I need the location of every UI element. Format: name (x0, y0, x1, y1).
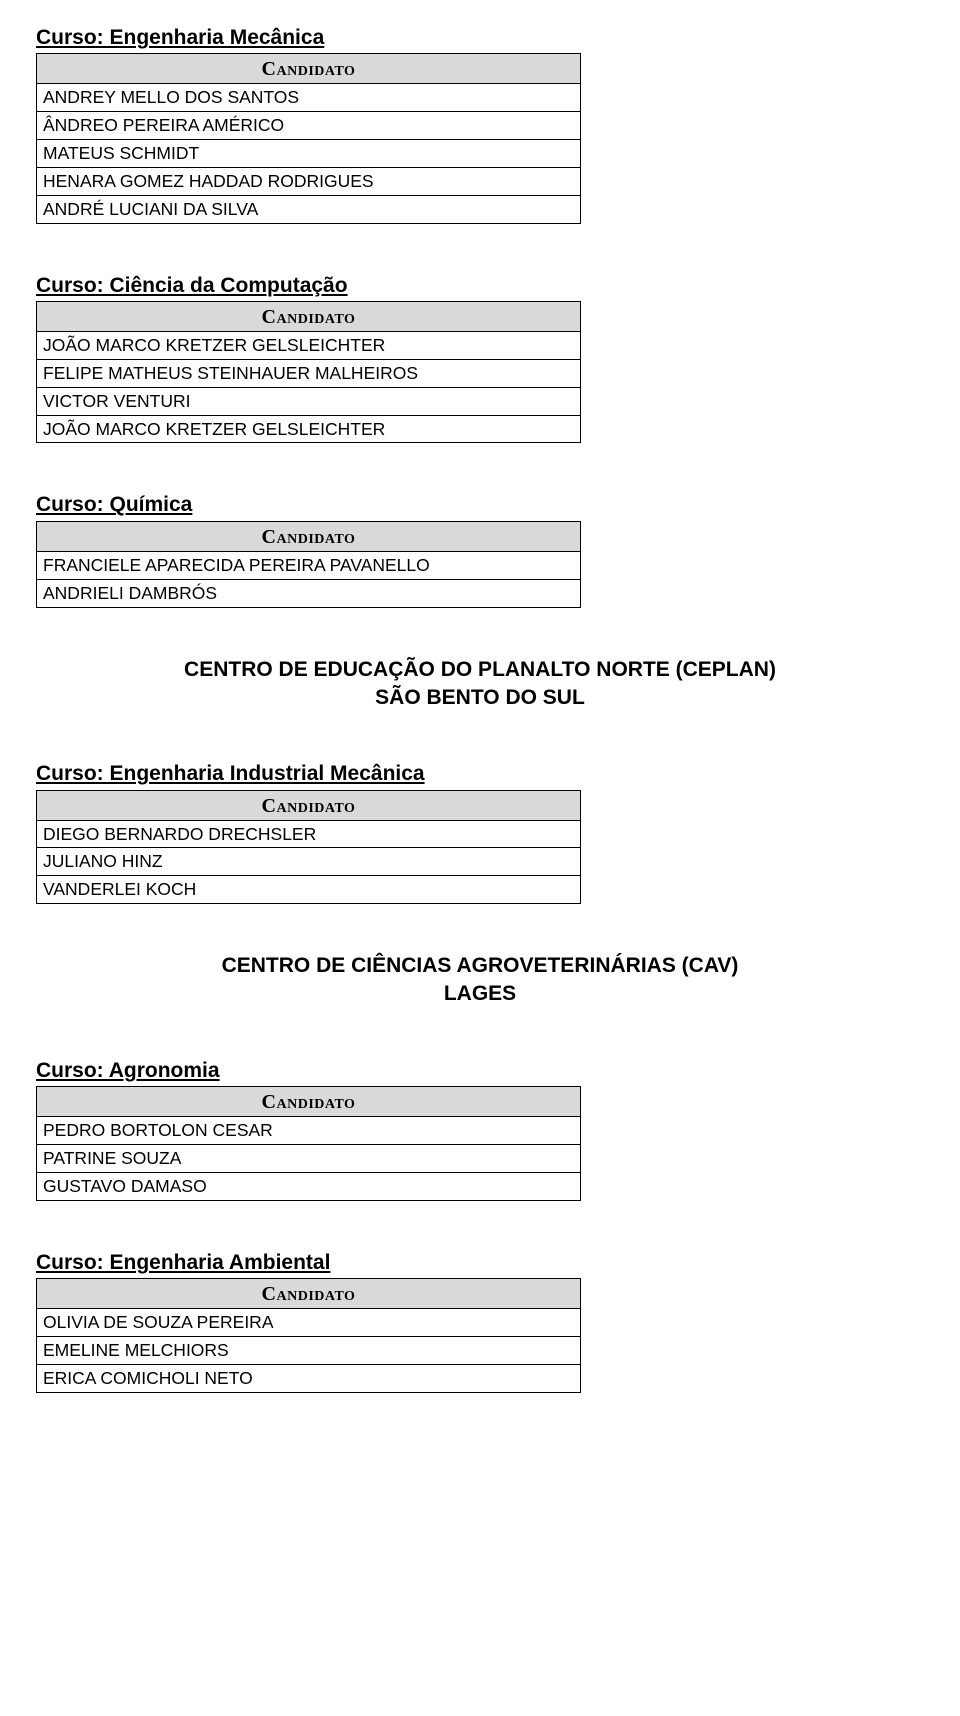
candidate-name-cell: JULIANO HINZ (37, 848, 581, 876)
table-row: ÂNDREO PEREIRA AMÉRICO (37, 112, 581, 140)
course-block: Curso: AgronomiaCandidatoPEDRO BORTOLON … (36, 1057, 924, 1201)
candidates-table: CandidatoPEDRO BORTOLON CESARPATRINE SOU… (36, 1086, 581, 1201)
course-title: Curso: Química (36, 491, 924, 518)
candidates-table: CandidatoJOÃO MARCO KRETZER GELSLEICHTER… (36, 301, 581, 444)
course-block: Curso: Engenharia MecânicaCandidatoANDRE… (36, 24, 924, 224)
course-title: Curso: Engenharia Ambiental (36, 1249, 924, 1276)
candidate-name-cell: ANDRÉ LUCIANI DA SILVA (37, 195, 581, 223)
course-block: Curso: Engenharia Industrial Mecânica Can… (36, 760, 924, 904)
candidate-name-cell: ANDRIELI DAMBRÓS (37, 579, 581, 607)
candidates-table: CandidatoDIEGO BERNARDO DRECHSLERJULIANO… (36, 790, 581, 905)
course-block: Curso: Ciência da ComputaçãoCandidatoJOÃ… (36, 272, 924, 444)
candidate-name-cell: ERICA COMICHOLI NETO (37, 1364, 581, 1392)
center-heading: CENTRO DE EDUCAÇÃO DO PLANALTO NORTE (CE… (36, 656, 924, 713)
table-row: ANDRÉ LUCIANI DA SILVA (37, 195, 581, 223)
candidate-name-cell: GUSTAVO DAMASO (37, 1172, 581, 1200)
center-heading-line1: CENTRO DE CIÊNCIAS AGROVETERINÁRIAS (CAV… (36, 952, 924, 980)
table-row: ERICA COMICHOLI NETO (37, 1364, 581, 1392)
course-block: Curso: Química CandidatoFRANCIELE APARECI… (36, 491, 924, 607)
center-heading: CENTRO DE CIÊNCIAS AGROVETERINÁRIAS (CAV… (36, 952, 924, 1009)
table-row: JOÃO MARCO KRETZER GELSLEICHTER (37, 331, 581, 359)
table-row: JULIANO HINZ (37, 848, 581, 876)
table-row: ANDREY MELLO DOS SANTOS (37, 84, 581, 112)
candidate-name-cell: DIEGO BERNARDO DRECHSLER (37, 820, 581, 848)
table-row: PATRINE SOUZA (37, 1144, 581, 1172)
candidate-name-cell: PEDRO BORTOLON CESAR (37, 1117, 581, 1145)
course-title: Curso: Agronomia (36, 1057, 924, 1084)
course-block: Curso: Engenharia AmbientalCandidatoOLIV… (36, 1249, 924, 1393)
course-title: Curso: Engenharia Mecânica (36, 24, 924, 51)
candidate-name-cell: FRANCIELE APARECIDA PEREIRA PAVANELLO (37, 551, 581, 579)
table-header-candidato: Candidato (37, 1087, 581, 1117)
center-heading-line1: CENTRO DE EDUCAÇÃO DO PLANALTO NORTE (CE… (36, 656, 924, 684)
candidate-name-cell: JOÃO MARCO KRETZER GELSLEICHTER (37, 415, 581, 443)
candidate-name-cell: MATEUS SCHMIDT (37, 140, 581, 168)
candidate-name-cell: EMELINE MELCHIORS (37, 1336, 581, 1364)
candidate-name-cell: VICTOR VENTURI (37, 387, 581, 415)
candidate-name-cell: ANDREY MELLO DOS SANTOS (37, 84, 581, 112)
candidate-name-cell: FELIPE MATHEUS STEINHAUER MALHEIROS (37, 359, 581, 387)
candidate-name-cell: PATRINE SOUZA (37, 1144, 581, 1172)
table-row: JOÃO MARCO KRETZER GELSLEICHTER (37, 415, 581, 443)
candidate-name-cell: VANDERLEI KOCH (37, 876, 581, 904)
table-header-candidato: Candidato (37, 301, 581, 331)
table-row: DIEGO BERNARDO DRECHSLER (37, 820, 581, 848)
course-title: Curso: Ciência da Computação (36, 272, 924, 299)
table-row: VANDERLEI KOCH (37, 876, 581, 904)
table-row: VICTOR VENTURI (37, 387, 581, 415)
candidate-name-cell: HENARA GOMEZ HADDAD RODRIGUES (37, 167, 581, 195)
table-row: MATEUS SCHMIDT (37, 140, 581, 168)
candidates-table: CandidatoOLIVIA DE SOUZA PEREIRAEMELINE … (36, 1278, 581, 1393)
table-row: OLIVIA DE SOUZA PEREIRA (37, 1309, 581, 1337)
table-row: PEDRO BORTOLON CESAR (37, 1117, 581, 1145)
center-heading-line2: LAGES (36, 980, 924, 1008)
page-root: Curso: Engenharia MecânicaCandidatoANDRE… (0, 0, 960, 1481)
table-row: EMELINE MELCHIORS (37, 1336, 581, 1364)
table-row: GUSTAVO DAMASO (37, 1172, 581, 1200)
candidate-name-cell: OLIVIA DE SOUZA PEREIRA (37, 1309, 581, 1337)
table-header-candidato: Candidato (37, 54, 581, 84)
candidates-table: CandidatoFRANCIELE APARECIDA PEREIRA PAV… (36, 521, 581, 608)
candidate-name-cell: JOÃO MARCO KRETZER GELSLEICHTER (37, 331, 581, 359)
table-header-candidato: Candidato (37, 521, 581, 551)
table-row: HENARA GOMEZ HADDAD RODRIGUES (37, 167, 581, 195)
table-header-candidato: Candidato (37, 790, 581, 820)
candidate-name-cell: ÂNDREO PEREIRA AMÉRICO (37, 112, 581, 140)
table-row: ANDRIELI DAMBRÓS (37, 579, 581, 607)
table-row: FELIPE MATHEUS STEINHAUER MALHEIROS (37, 359, 581, 387)
candidates-table: CandidatoANDREY MELLO DOS SANTOSÂNDREO P… (36, 53, 581, 223)
center-heading-line2: SÃO BENTO DO SUL (36, 684, 924, 712)
table-row: FRANCIELE APARECIDA PEREIRA PAVANELLO (37, 551, 581, 579)
table-header-candidato: Candidato (37, 1279, 581, 1309)
course-title: Curso: Engenharia Industrial Mecânica (36, 760, 924, 787)
